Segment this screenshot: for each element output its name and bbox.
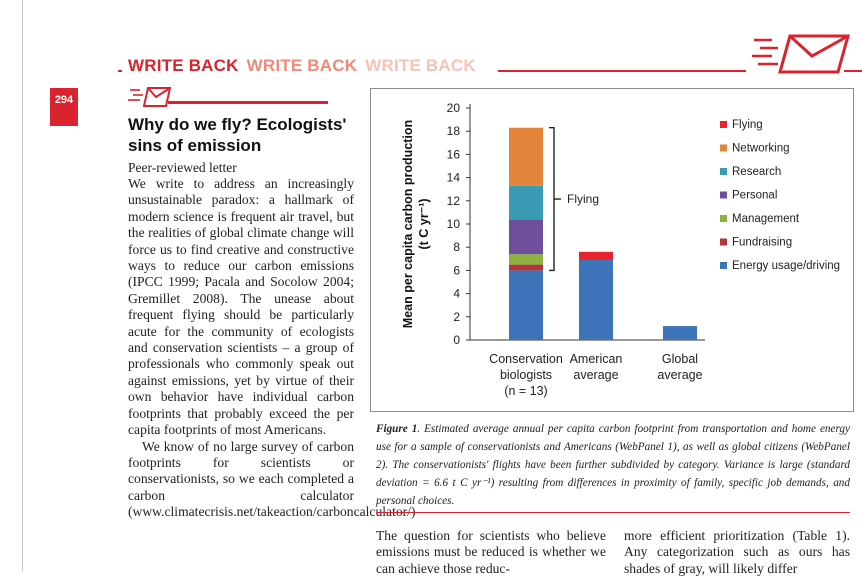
y-tick-label: 0 [453,333,460,347]
y-axis-unit: (t C yr⁻¹) [417,198,431,249]
legend-label: Flying [732,119,763,131]
x-tick-label: Conservation [489,352,563,366]
bar-segment [579,251,613,260]
y-tick-label: 2 [453,310,460,324]
x-tick-label: average [657,368,702,382]
y-tick-label: 6 [453,263,460,277]
paragraph: The question for scientists who believe … [376,528,606,576]
legend-label: Research [732,166,781,178]
bar-segment [509,219,543,255]
paragraph: We know of no large survey of carbon foo… [128,438,416,520]
envelope-icon [752,34,850,74]
y-axis-label: Mean per capita carbon production [401,120,415,328]
paragraph: more efficient prioritization (Table 1).… [624,528,850,576]
body-column-2: The question for scientists who believe … [376,528,606,577]
flying-bracket [549,127,555,272]
y-tick-label: 20 [447,101,461,115]
y-tick-label: 12 [447,194,461,208]
y-tick-label: 14 [447,171,461,185]
page-edge [22,0,23,571]
legend-swatch [720,238,727,246]
annotation-label: Flying [567,192,599,206]
section-header: WRITE BACK WRITE BACK WRITE BACK [128,56,476,76]
bar-segment [663,326,697,340]
header-label-1: WRITE BACK [128,56,239,75]
bar-segment [579,259,613,340]
legend-swatch [720,215,727,222]
legend-swatch [720,191,727,199]
y-tick-label: 4 [453,287,460,301]
x-tick-label: Global [662,352,698,366]
header-label-2: WRITE BACK [246,56,358,75]
legend-swatch [720,121,727,128]
legend-label: Networking [732,143,790,155]
envelope-small-icon [128,87,172,107]
legend-swatch [720,262,727,269]
title-rule [168,101,328,104]
figure-frame [370,88,854,412]
legend-swatch [720,168,727,175]
figure-caption: Figure 1. Estimated average annual per c… [376,420,850,510]
x-tick-label: (n = 13) [504,384,547,398]
article-title: Why do we fly? Ecologists' sins of emiss… [128,115,347,155]
bar-chart: 0 2 4 6 8 10 12 14 16 18 20 Mean per capita carbon … [401,101,840,398]
y-tick-label: 16 [447,147,461,161]
x-tick-label: average [573,368,618,382]
header-rule-left [118,70,122,72]
header-rule-right [844,70,862,72]
x-tick-label: biologists [500,368,552,382]
legend-swatch [720,144,727,152]
x-tick-label: American [570,352,623,366]
caption-text: . Estimated average annual per capita ca… [376,423,850,507]
bar-segment [509,254,543,265]
bar-segment [509,270,543,340]
legend-label: Personal [732,190,777,202]
legend-label: Energy usage/driving [732,260,840,272]
caption-label: Figure 1 [376,423,418,435]
legend-label: Management [732,213,800,225]
y-tick-label: 8 [453,240,460,254]
body-column: We write to address an increasingly unsu… [128,176,416,521]
bar-segment [509,185,543,220]
y-tick-label: 10 [447,217,461,231]
header-label-3: WRITE BACK [365,56,476,75]
caption-rule [376,512,850,513]
y-tick-label: 18 [447,124,461,138]
body-column-3: more efficient prioritization (Table 1).… [624,528,850,577]
header-rule [498,70,746,72]
article-subhead: Peer-reviewed letter [128,160,237,175]
page-number: 294 [50,88,78,126]
paragraph: We write to address an increasingly unsu… [128,176,354,438]
legend-label: Fundraising [732,237,792,249]
bar-segment [509,264,543,271]
bar-segment [509,127,543,186]
